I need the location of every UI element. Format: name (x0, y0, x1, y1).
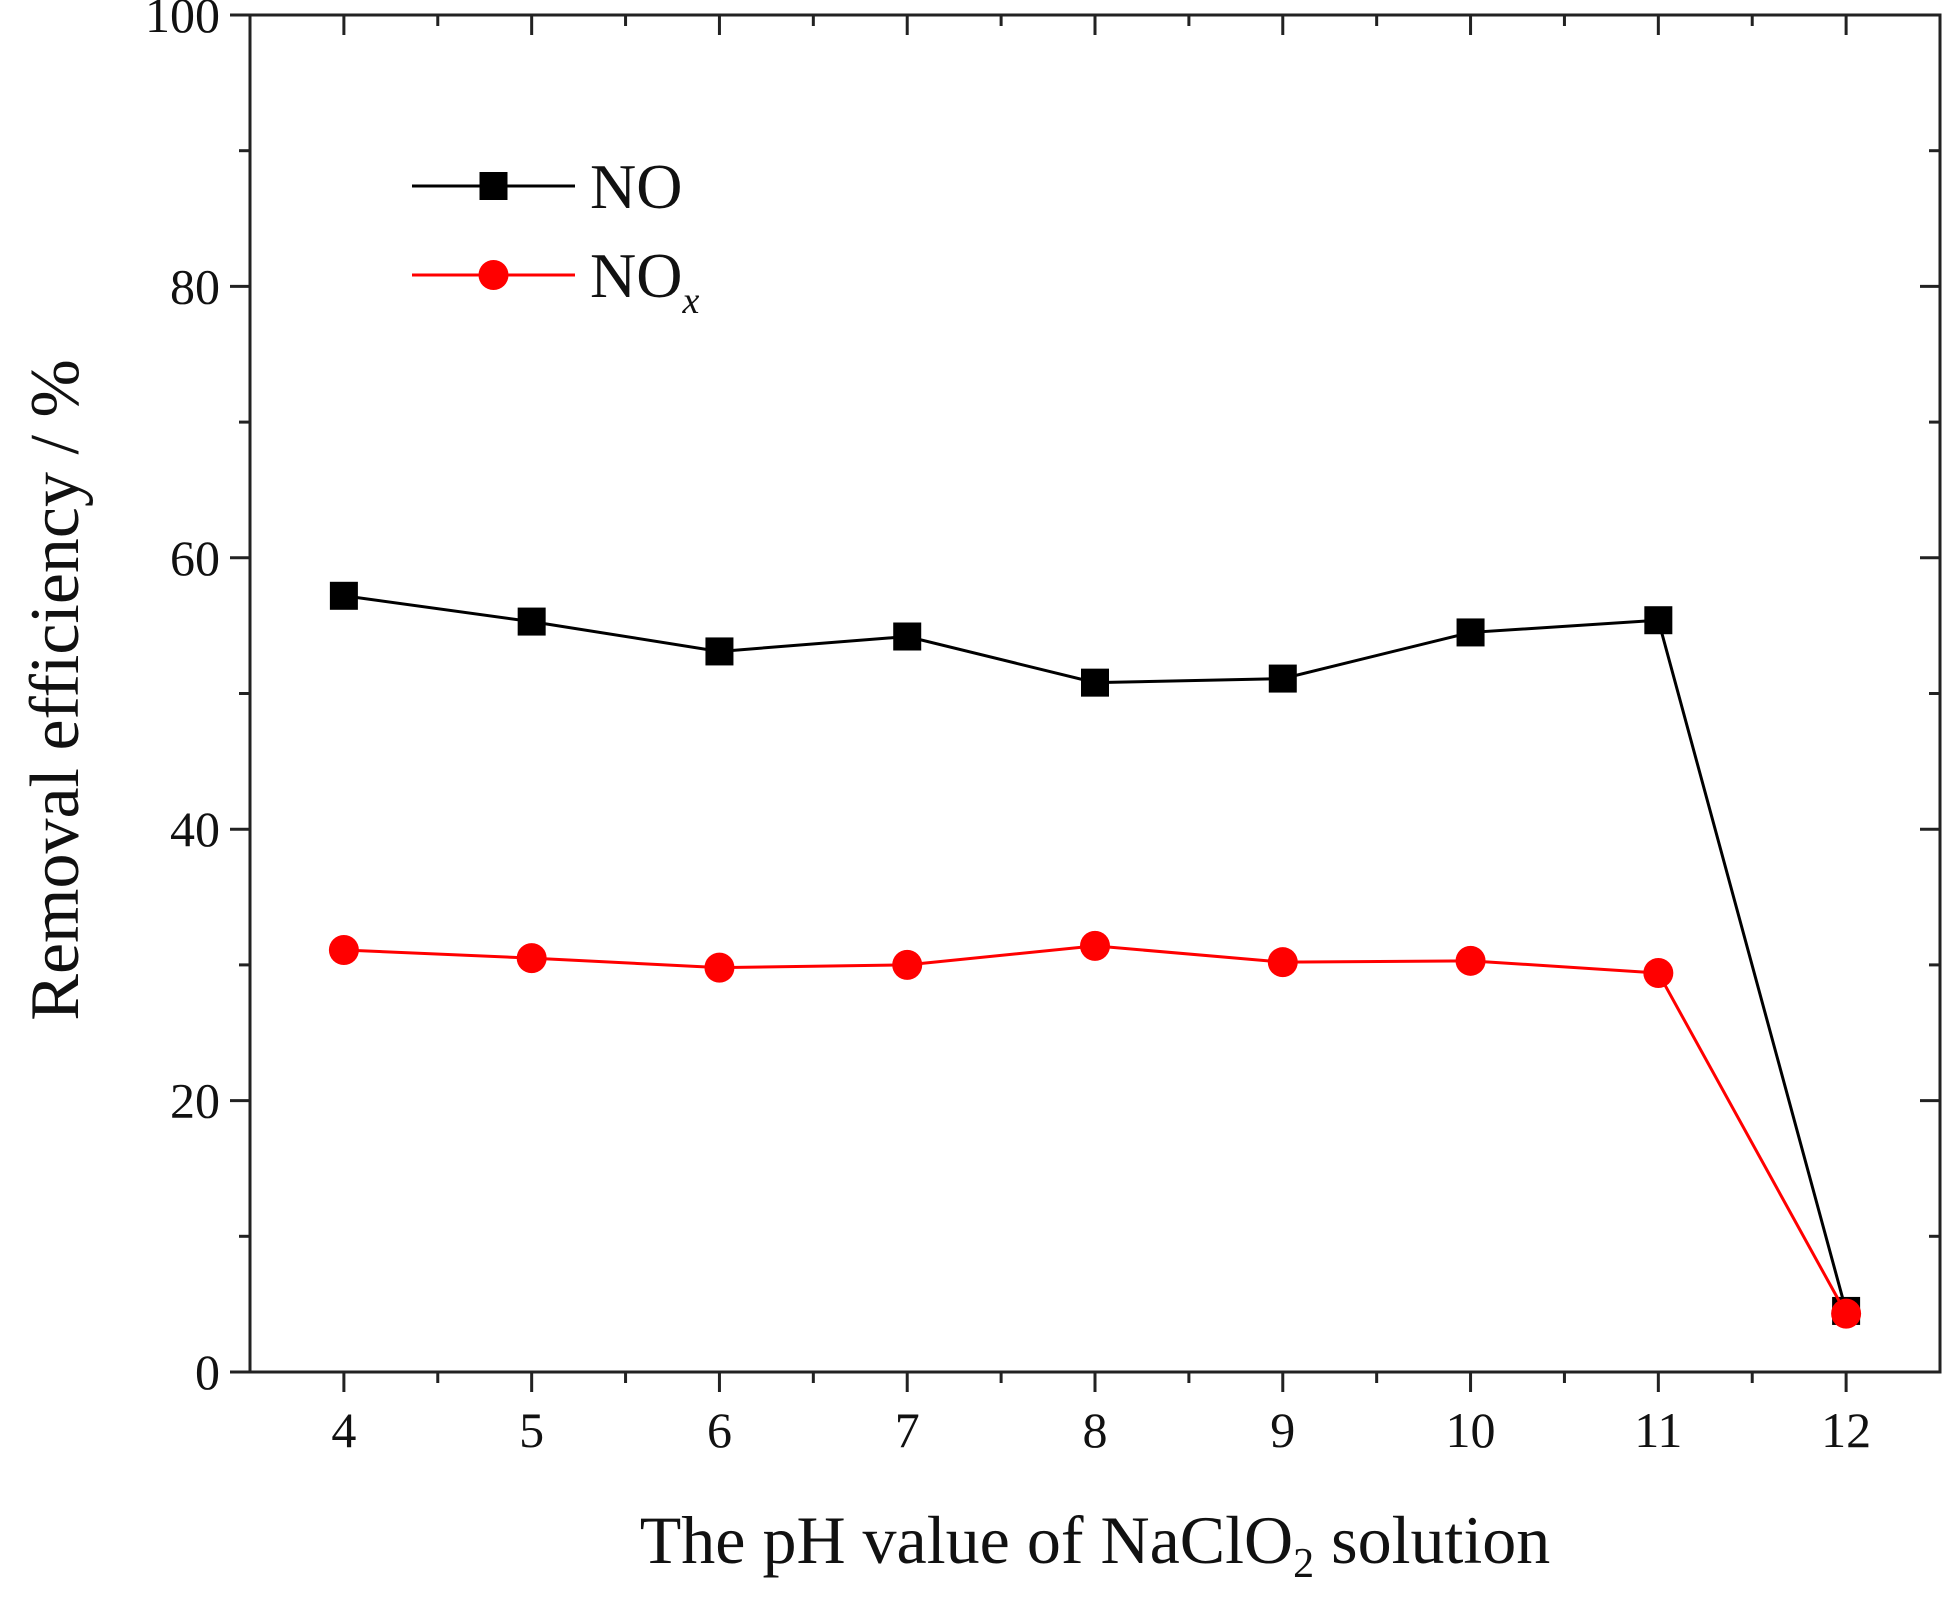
x-axis-label: The pH value of NaClO2 solution (640, 1502, 1551, 1587)
x-tick-label: 6 (707, 1402, 732, 1458)
x-axis-label-subscript: 2 (1293, 1541, 1314, 1587)
x-tick-label: 8 (1083, 1402, 1108, 1458)
legend: NO NOx (412, 151, 699, 322)
x-axis-label-tail: solution (1314, 1502, 1550, 1578)
data-point-NO (893, 622, 922, 651)
series-NOx (328, 930, 1862, 1329)
x-tick-label: 11 (1634, 1402, 1682, 1458)
x-tick-label: 5 (519, 1402, 544, 1458)
data-point-NOx (1831, 1298, 1862, 1329)
data-point-NO (1644, 606, 1673, 635)
y-tick-label: 40 (170, 801, 220, 857)
legend-marker-NO (479, 172, 508, 200)
y-tick-label: 60 (170, 530, 220, 586)
y-tick-label: 20 (170, 1073, 220, 1129)
y-tick-label: 100 (145, 0, 220, 43)
data-point-NO (517, 607, 546, 636)
series-line-NOx (343, 944, 1848, 1315)
data-point-NOx (704, 952, 735, 983)
legend-label-NOx: NOx (590, 240, 699, 322)
x-tick-label: 12 (1821, 1402, 1871, 1458)
data-point-NOx (1643, 958, 1674, 989)
data-point-NO (329, 581, 358, 610)
y-tick-label: 0 (195, 1344, 220, 1400)
axis-ticks: 4 5 6 7 8 9 10 11 12 0 20 40 60 80 100 (145, 0, 1940, 1458)
data-point-NO (1081, 668, 1109, 697)
data-point-NO (1456, 618, 1485, 647)
x-tick-label: 7 (895, 1402, 920, 1458)
legend-marker-NOx (478, 260, 509, 290)
data-point-NOx (516, 943, 547, 974)
x-tick-label: 9 (1270, 1402, 1295, 1458)
data-point-NOx (1267, 947, 1298, 978)
x-tick-label: 4 (331, 1402, 356, 1458)
y-axis-label: Removal efficiency / % (17, 359, 94, 1021)
data-point-NOx (892, 949, 923, 980)
data-point-NO (1268, 664, 1297, 693)
legend-label-NO: NO (590, 151, 682, 222)
x-tick-label: 10 (1446, 1402, 1496, 1458)
series-group (328, 581, 1862, 1329)
data-point-NOx (1080, 930, 1110, 961)
x-axis-label-main: The pH value of NaClO (640, 1502, 1293, 1578)
data-point-NOx (1455, 945, 1486, 976)
data-point-NOx (328, 934, 359, 965)
y-tick-label: 80 (170, 258, 220, 314)
data-point-NO (705, 637, 734, 666)
